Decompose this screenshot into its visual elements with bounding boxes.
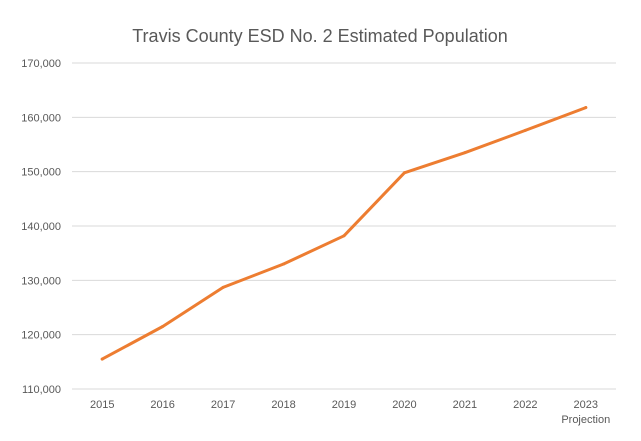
series-lines: [100, 106, 588, 361]
x-tick-label: 2019: [332, 399, 356, 411]
x-axis-tick-labels: 2015 2016 2017 2018 2019 2020 2021 2022 2023 Proj…: [90, 399, 610, 426]
x-tick-label: 2018: [271, 399, 295, 411]
y-axis-tick-labels: 110,000 120,000 130,000 140,000 150,000 160,0…: [21, 58, 61, 396]
x-tick-label: 2020: [392, 399, 416, 411]
x-tick-label: 2016: [150, 399, 174, 411]
y-tick-label: 150,000: [21, 167, 61, 179]
data-point: [584, 106, 588, 110]
y-tick-label: 160,000: [21, 112, 61, 124]
data-point: [342, 234, 346, 238]
data-point: [221, 285, 225, 289]
chart-title: Travis County ESD No. 2 Estimated Popula…: [132, 26, 508, 46]
x-tick-label: 2015: [90, 399, 114, 411]
y-tick-label: 130,000: [21, 275, 61, 287]
x-tick-label: 2021: [453, 399, 477, 411]
x-tick-label: 2022: [513, 399, 537, 411]
data-point: [523, 128, 527, 132]
gridlines: [72, 62, 616, 390]
data-point: [282, 262, 286, 266]
x-tick-label: 2017: [211, 399, 235, 411]
x-tick-sublabel: Projection: [561, 414, 610, 426]
data-point: [463, 151, 467, 155]
series-line: [100, 106, 588, 361]
y-tick-label: 110,000: [22, 384, 61, 396]
data-point: [100, 357, 104, 361]
y-tick-label: 170,000: [21, 58, 61, 70]
x-tick-label: 2023: [574, 399, 598, 411]
y-tick-label: 140,000: [21, 221, 61, 233]
y-tick-label: 120,000: [21, 330, 61, 342]
data-point: [161, 325, 165, 329]
data-point: [402, 171, 406, 175]
